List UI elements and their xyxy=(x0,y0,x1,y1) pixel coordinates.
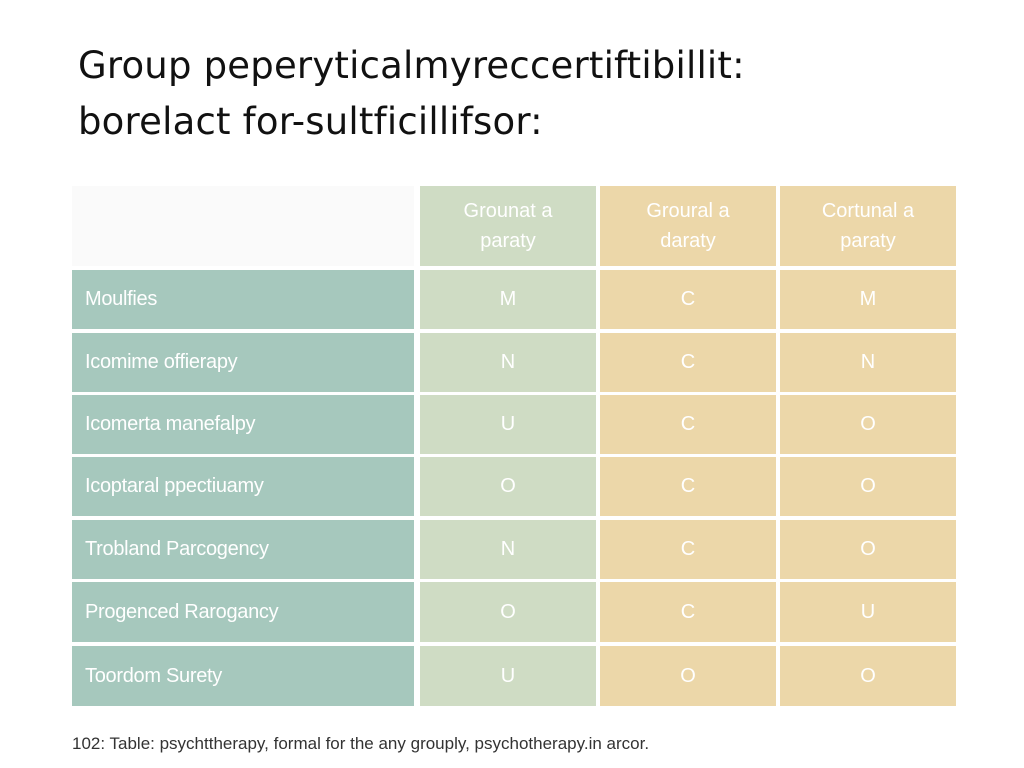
table-cell: C xyxy=(600,520,776,579)
table-cell: C xyxy=(600,333,776,392)
row-label: Progenced Rarogancy xyxy=(72,582,414,642)
table-corner xyxy=(72,186,414,266)
table-cell: N xyxy=(420,520,596,579)
column-header-3-line-2: paraty xyxy=(840,230,896,252)
column-header-3-line-1: Cortunal a xyxy=(821,200,915,222)
table-cell: U xyxy=(780,582,956,642)
table-cell: O xyxy=(780,395,956,454)
table-cell: O xyxy=(600,646,776,706)
column-header-2: Groural a daraty xyxy=(600,186,776,266)
table-cell: C xyxy=(600,582,776,642)
column-header-1-line-2: paraty xyxy=(480,230,536,252)
table-cell: U xyxy=(420,395,596,454)
table-caption: 102: Table: psychttherapy, formal for th… xyxy=(72,734,650,753)
column-header-2-line-1: Groural a xyxy=(646,200,730,222)
title-line-1: Group peperyticalmyreccertiftibillit: xyxy=(78,44,745,87)
table-cell: O xyxy=(780,520,956,579)
table-cell: O xyxy=(420,457,596,516)
row-label: Moulfies xyxy=(72,270,414,329)
row-label: Icomime offierapy xyxy=(72,333,414,392)
table-cell: O xyxy=(780,457,956,516)
table-cell: M xyxy=(420,270,596,329)
table-cell: N xyxy=(420,333,596,392)
table-cell: M xyxy=(780,270,956,329)
column-header-3: Cortunal a paraty xyxy=(780,186,956,266)
table-cell: O xyxy=(780,646,956,706)
column-header-1-line-1: Grounat a xyxy=(463,200,553,222)
title-line-2: borelact for-sultficillifsor: xyxy=(78,100,543,143)
row-label: Icoptaral ppectiuamy xyxy=(72,457,414,516)
table-cell: C xyxy=(600,270,776,329)
column-header-1: Grounat a paraty xyxy=(420,186,596,266)
table-cell: C xyxy=(600,457,776,516)
row-label: Toordom Surety xyxy=(72,646,414,706)
comparison-table: Grounat a paraty Groural a daraty Cortun… xyxy=(72,186,956,706)
column-header-2-line-2: daraty xyxy=(660,230,716,252)
table-cell: N xyxy=(780,333,956,392)
table-cell: U xyxy=(420,646,596,706)
row-label: Trobland Parcogency xyxy=(72,520,414,579)
table-cell: C xyxy=(600,395,776,454)
row-label: Icomerta manefalpy xyxy=(72,395,414,454)
page-title: Group peperyticalmyreccertiftibillit: bo… xyxy=(78,38,978,150)
table-cell: O xyxy=(420,582,596,642)
